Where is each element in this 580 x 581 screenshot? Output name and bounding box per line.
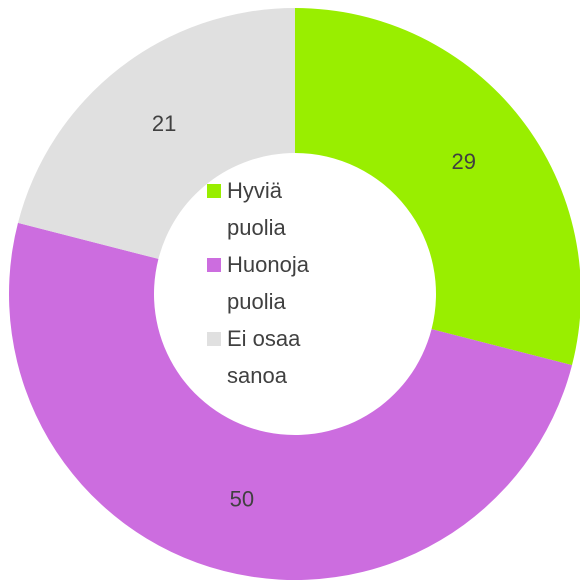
donut-segment	[17, 8, 295, 259]
donut-segment	[8, 222, 573, 581]
legend-label: Ei osaa sanoa	[227, 326, 301, 388]
data-label: 50	[230, 487, 254, 512]
legend-label: Huonoja puolia	[227, 252, 309, 314]
legend-swatch	[207, 332, 221, 346]
donut-segment	[295, 8, 580, 366]
legend-label: Hyviä puolia	[227, 178, 286, 240]
legend-swatch	[207, 184, 221, 198]
legend-item: Ei osaa sanoa	[207, 320, 332, 394]
legend: Hyviä puolia Huonoja puolia Ei osaa sanoa	[207, 172, 332, 394]
data-label: 21	[152, 111, 176, 136]
legend-item: Hyviä puolia	[207, 172, 332, 246]
legend-swatch	[207, 258, 221, 272]
data-label: 29	[451, 149, 475, 174]
legend-item: Huonoja puolia	[207, 246, 332, 320]
